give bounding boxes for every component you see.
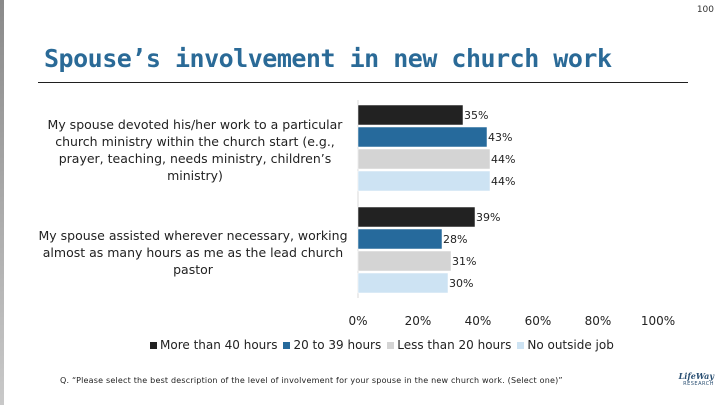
legend-label: Less than 20 hours [397,338,512,352]
x-tick-label: 100% [641,314,675,328]
logo-text-line1: LifeWay [678,371,714,381]
data-label: 35% [464,109,488,122]
bar [357,250,452,272]
bar [357,228,443,250]
data-label: 43% [488,131,512,144]
x-tick-label: 20% [405,314,432,328]
legend-swatch [150,341,157,349]
data-label: 30% [449,277,473,290]
legend-item: More than 40 hours [150,338,277,352]
page-number: 100 [696,5,714,15]
x-tick-label: 60% [525,314,552,328]
bar [357,148,491,170]
legend-label: No outside job [527,338,614,352]
data-label: 31% [452,255,476,268]
lifeway-research-logo: LifeWay RESEARCH [670,371,714,397]
logo-text-line2: RESEARCH [683,381,714,387]
bar [357,272,449,294]
legend-swatch [387,341,395,349]
bar [357,126,488,148]
slide-title: Spouse’s involvement in new church work [44,44,612,73]
chart-legend: More than 40 hours 20 to 39 hours Less t… [150,338,620,352]
bar [357,170,491,192]
legend-item: Less than 20 hours [387,338,511,352]
legend-label: 20 to 39 hours [293,338,382,352]
x-tick-label: 0% [348,314,367,328]
title-underline [38,82,688,83]
category-label-2: My spouse assisted wherever necessary, w… [38,228,348,277]
bar [357,104,464,126]
data-label: 44% [491,175,515,188]
legend-swatch [517,341,525,349]
category-label-1: My spouse devoted his/her work to a part… [47,117,343,183]
legend-item: 20 to 39 hours [283,338,381,352]
left-accent-bar [0,0,4,405]
x-tick-label: 40% [465,314,492,328]
footnote: Q. “Please select the best description o… [60,376,563,385]
data-label: 44% [491,153,515,166]
x-tick-label: 80% [585,314,612,328]
legend-swatch [283,341,291,349]
data-label: 39% [476,211,500,224]
data-label: 28% [443,233,467,246]
legend-label: More than 40 hours [160,338,278,352]
bar [357,206,476,228]
legend-item: No outside job [517,338,614,352]
